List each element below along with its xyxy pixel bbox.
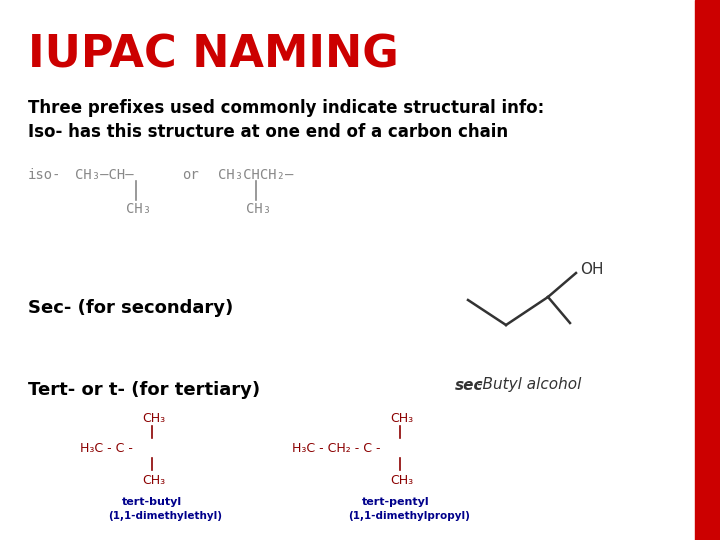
- Text: CH₃: CH₃: [390, 411, 413, 424]
- Text: or: or: [182, 168, 199, 182]
- Text: CH₃: CH₃: [126, 202, 151, 216]
- Text: (1,1-dimethylpropyl): (1,1-dimethylpropyl): [348, 511, 470, 521]
- Text: Sec- (for secondary): Sec- (for secondary): [28, 299, 233, 317]
- Text: CH₃: CH₃: [390, 474, 413, 487]
- Text: (1,1-dimethylethyl): (1,1-dimethylethyl): [108, 511, 222, 521]
- Text: CH₃: CH₃: [142, 474, 165, 487]
- Text: sec: sec: [455, 377, 484, 393]
- Text: iso-: iso-: [28, 168, 61, 182]
- Text: Tert- or t- (for tertiary): Tert- or t- (for tertiary): [28, 381, 260, 399]
- Bar: [695, 0, 720, 540]
- Text: CH₃CHCH₂—: CH₃CHCH₂—: [218, 168, 293, 182]
- Text: OH: OH: [580, 261, 603, 276]
- Text: tert-butyl: tert-butyl: [122, 497, 182, 507]
- Text: Three prefixes used commonly indicate structural info:: Three prefixes used commonly indicate st…: [28, 99, 544, 117]
- Text: CH₃: CH₃: [246, 202, 271, 216]
- Text: IUPAC NAMING: IUPAC NAMING: [28, 33, 399, 77]
- Text: H₃C - C -: H₃C - C -: [80, 442, 133, 455]
- Text: CH₃—CH—: CH₃—CH—: [75, 168, 134, 182]
- Text: -Butyl alcohol: -Butyl alcohol: [477, 377, 581, 393]
- Text: Iso- has this structure at one end of a carbon chain: Iso- has this structure at one end of a …: [28, 123, 508, 141]
- Text: H₃C - CH₂ - C -: H₃C - CH₂ - C -: [292, 442, 380, 455]
- Text: tert-pentyl: tert-pentyl: [362, 497, 430, 507]
- Text: CH₃: CH₃: [142, 411, 165, 424]
